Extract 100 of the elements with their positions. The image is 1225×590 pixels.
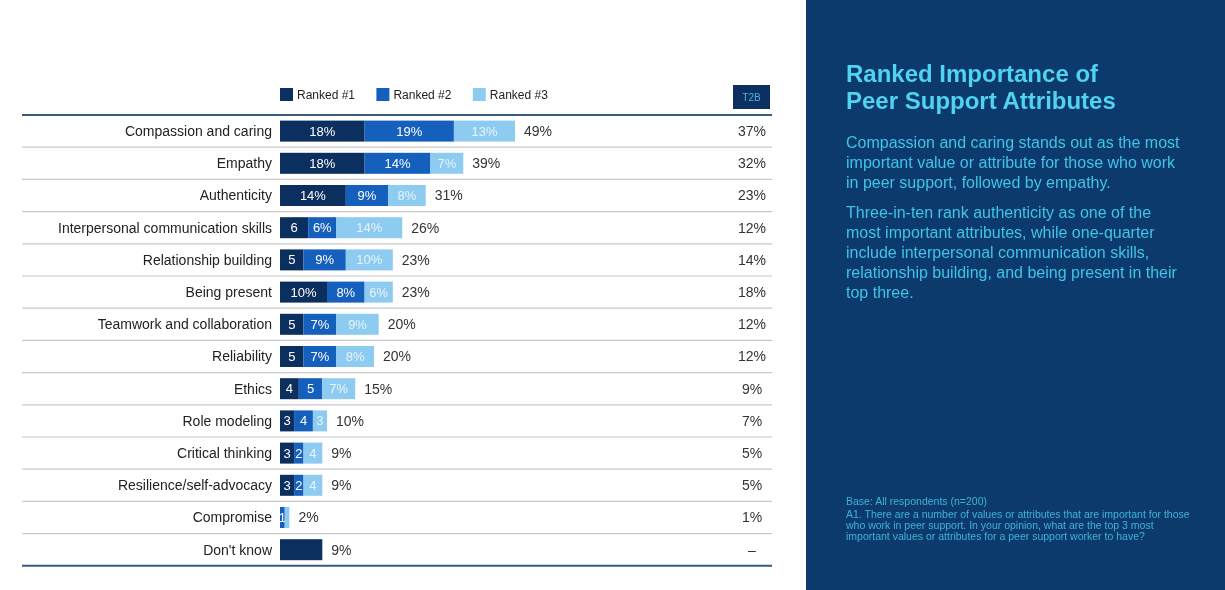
y-tick-label: Empathy — [216, 155, 272, 172]
data-label: 2 — [295, 445, 303, 461]
total-label: 9% — [331, 445, 352, 461]
bar — [336, 217, 403, 239]
data-label: 19% — [396, 123, 423, 139]
text: 12% — [737, 219, 767, 236]
data-label: 5 — [306, 381, 315, 397]
total-label: 20% — [383, 348, 412, 365]
total-label: 10% — [336, 412, 365, 429]
text: 14% — [737, 251, 767, 268]
bar — [280, 313, 304, 335]
text: – — [748, 541, 757, 558]
y-tick-label: Being present — [185, 284, 273, 300]
total-label: 9% — [331, 541, 352, 558]
text: 7% — [741, 412, 763, 429]
bar — [280, 152, 365, 174]
total-label: 15% — [364, 380, 393, 397]
y-tick-label: Compromise — [192, 509, 273, 526]
data-label: 9% — [348, 316, 368, 332]
total-label: 20% — [387, 316, 416, 333]
text: 9% — [741, 380, 763, 397]
data-label: 3 — [283, 477, 291, 493]
data-label: 8% — [345, 349, 366, 365]
legend-label: Ranked #3 — [489, 88, 549, 103]
data-label: 18% — [309, 155, 336, 171]
y-tick-label: Teamwork and collaboration — [97, 316, 272, 333]
data-label: 7% — [310, 316, 330, 332]
legend-label: Ranked #1 — [297, 88, 356, 103]
data-label: 13% — [471, 123, 498, 139]
data-label: 9% — [357, 188, 377, 204]
text: 23% — [737, 187, 767, 204]
data-label: 6% — [312, 220, 333, 236]
bar — [280, 378, 299, 400]
text: Ranked Importance of Peer Support Attributes — [846, 60, 1116, 114]
text: Compassion and caring stands out as the most important value or attribute for those who work in peer support, followed by empathy. — [846, 134, 1181, 191]
data-label: 6 — [290, 220, 298, 236]
bar — [294, 410, 313, 432]
bar — [280, 120, 365, 142]
text: A1. There are a number of values or attributes that are important for those who work in peer support. In your opinion, what are the top 3 most important values or attributes for a peer support worker to have? — [845, 508, 1190, 542]
data-label: 10% — [290, 284, 317, 300]
bar — [280, 185, 346, 206]
text: Three-in-ten rank authenticity as one of the most important attributes, while one-quarter include interpersonal communication skills, relationship building, and being present in their top three. — [846, 204, 1178, 301]
data-label: 6% — [369, 284, 389, 300]
bar — [364, 120, 454, 142]
data-label: 9% — [315, 252, 335, 268]
y-tick-label: Interpersonal communication skills — [58, 219, 272, 236]
data-label: 4 — [309, 445, 317, 461]
y-tick-label: Relationship building — [142, 251, 272, 268]
data-label: 7% — [329, 381, 349, 397]
text: T2B — [742, 91, 761, 103]
y-tick-label: Critical thinking — [177, 445, 272, 461]
text: 37% — [737, 123, 767, 139]
total-label: 39% — [472, 155, 501, 172]
total-label: 31% — [434, 187, 463, 204]
data-label: 3 — [283, 445, 291, 461]
y-tick-label: Role modeling — [182, 412, 272, 429]
data-label: 3 — [316, 413, 324, 429]
total-label: 49% — [524, 123, 553, 139]
data-label: 4 — [309, 477, 317, 493]
bar — [280, 539, 323, 561]
data-label: 14% — [299, 188, 327, 204]
bar — [280, 249, 304, 271]
bar — [280, 346, 304, 367]
text: 12% — [737, 348, 767, 365]
total-label: 9% — [331, 477, 352, 494]
total-label: 26% — [411, 219, 440, 236]
total-label: 23% — [401, 251, 430, 268]
data-label: 4 — [299, 413, 308, 429]
data-label: 8% — [336, 284, 356, 300]
y-tick-label: Authenticity — [199, 187, 272, 204]
bar — [280, 217, 309, 239]
text: Base: All respondents (n=200) — [846, 495, 987, 507]
data-label: 7% — [310, 349, 330, 365]
data-label: 8% — [397, 188, 417, 204]
data-label: 3 — [283, 413, 291, 429]
text: 1% — [741, 509, 763, 526]
y-tick-label: Ethics — [233, 380, 272, 397]
text: 12% — [737, 316, 767, 333]
data-label: 14% — [356, 220, 383, 236]
y-tick-label: Don't know — [203, 541, 273, 558]
text: 32% — [737, 155, 767, 172]
total-label: 23% — [401, 284, 430, 300]
data-label: 2 — [295, 477, 303, 493]
y-tick-label: Reliability — [212, 348, 272, 365]
data-label: 7% — [437, 155, 457, 171]
y-tick-label: Resilience/self-advocacy — [117, 477, 272, 494]
data-label: 18% — [309, 123, 336, 139]
text: 5% — [741, 445, 763, 461]
data-label: 4 — [285, 381, 294, 397]
data-label: 5 — [288, 316, 296, 332]
legend-label: Ranked #2 — [393, 88, 452, 103]
data-label: 14% — [384, 155, 411, 171]
text: 5% — [741, 477, 763, 494]
y-tick-label: Compassion and caring — [124, 123, 272, 139]
data-label: 5 — [288, 252, 296, 268]
data-label: 5 — [288, 349, 296, 365]
data-label: 10% — [356, 252, 383, 268]
text: 18% — [737, 284, 767, 300]
total-label: 2% — [298, 509, 319, 526]
data-label: 1 — [278, 510, 286, 526]
